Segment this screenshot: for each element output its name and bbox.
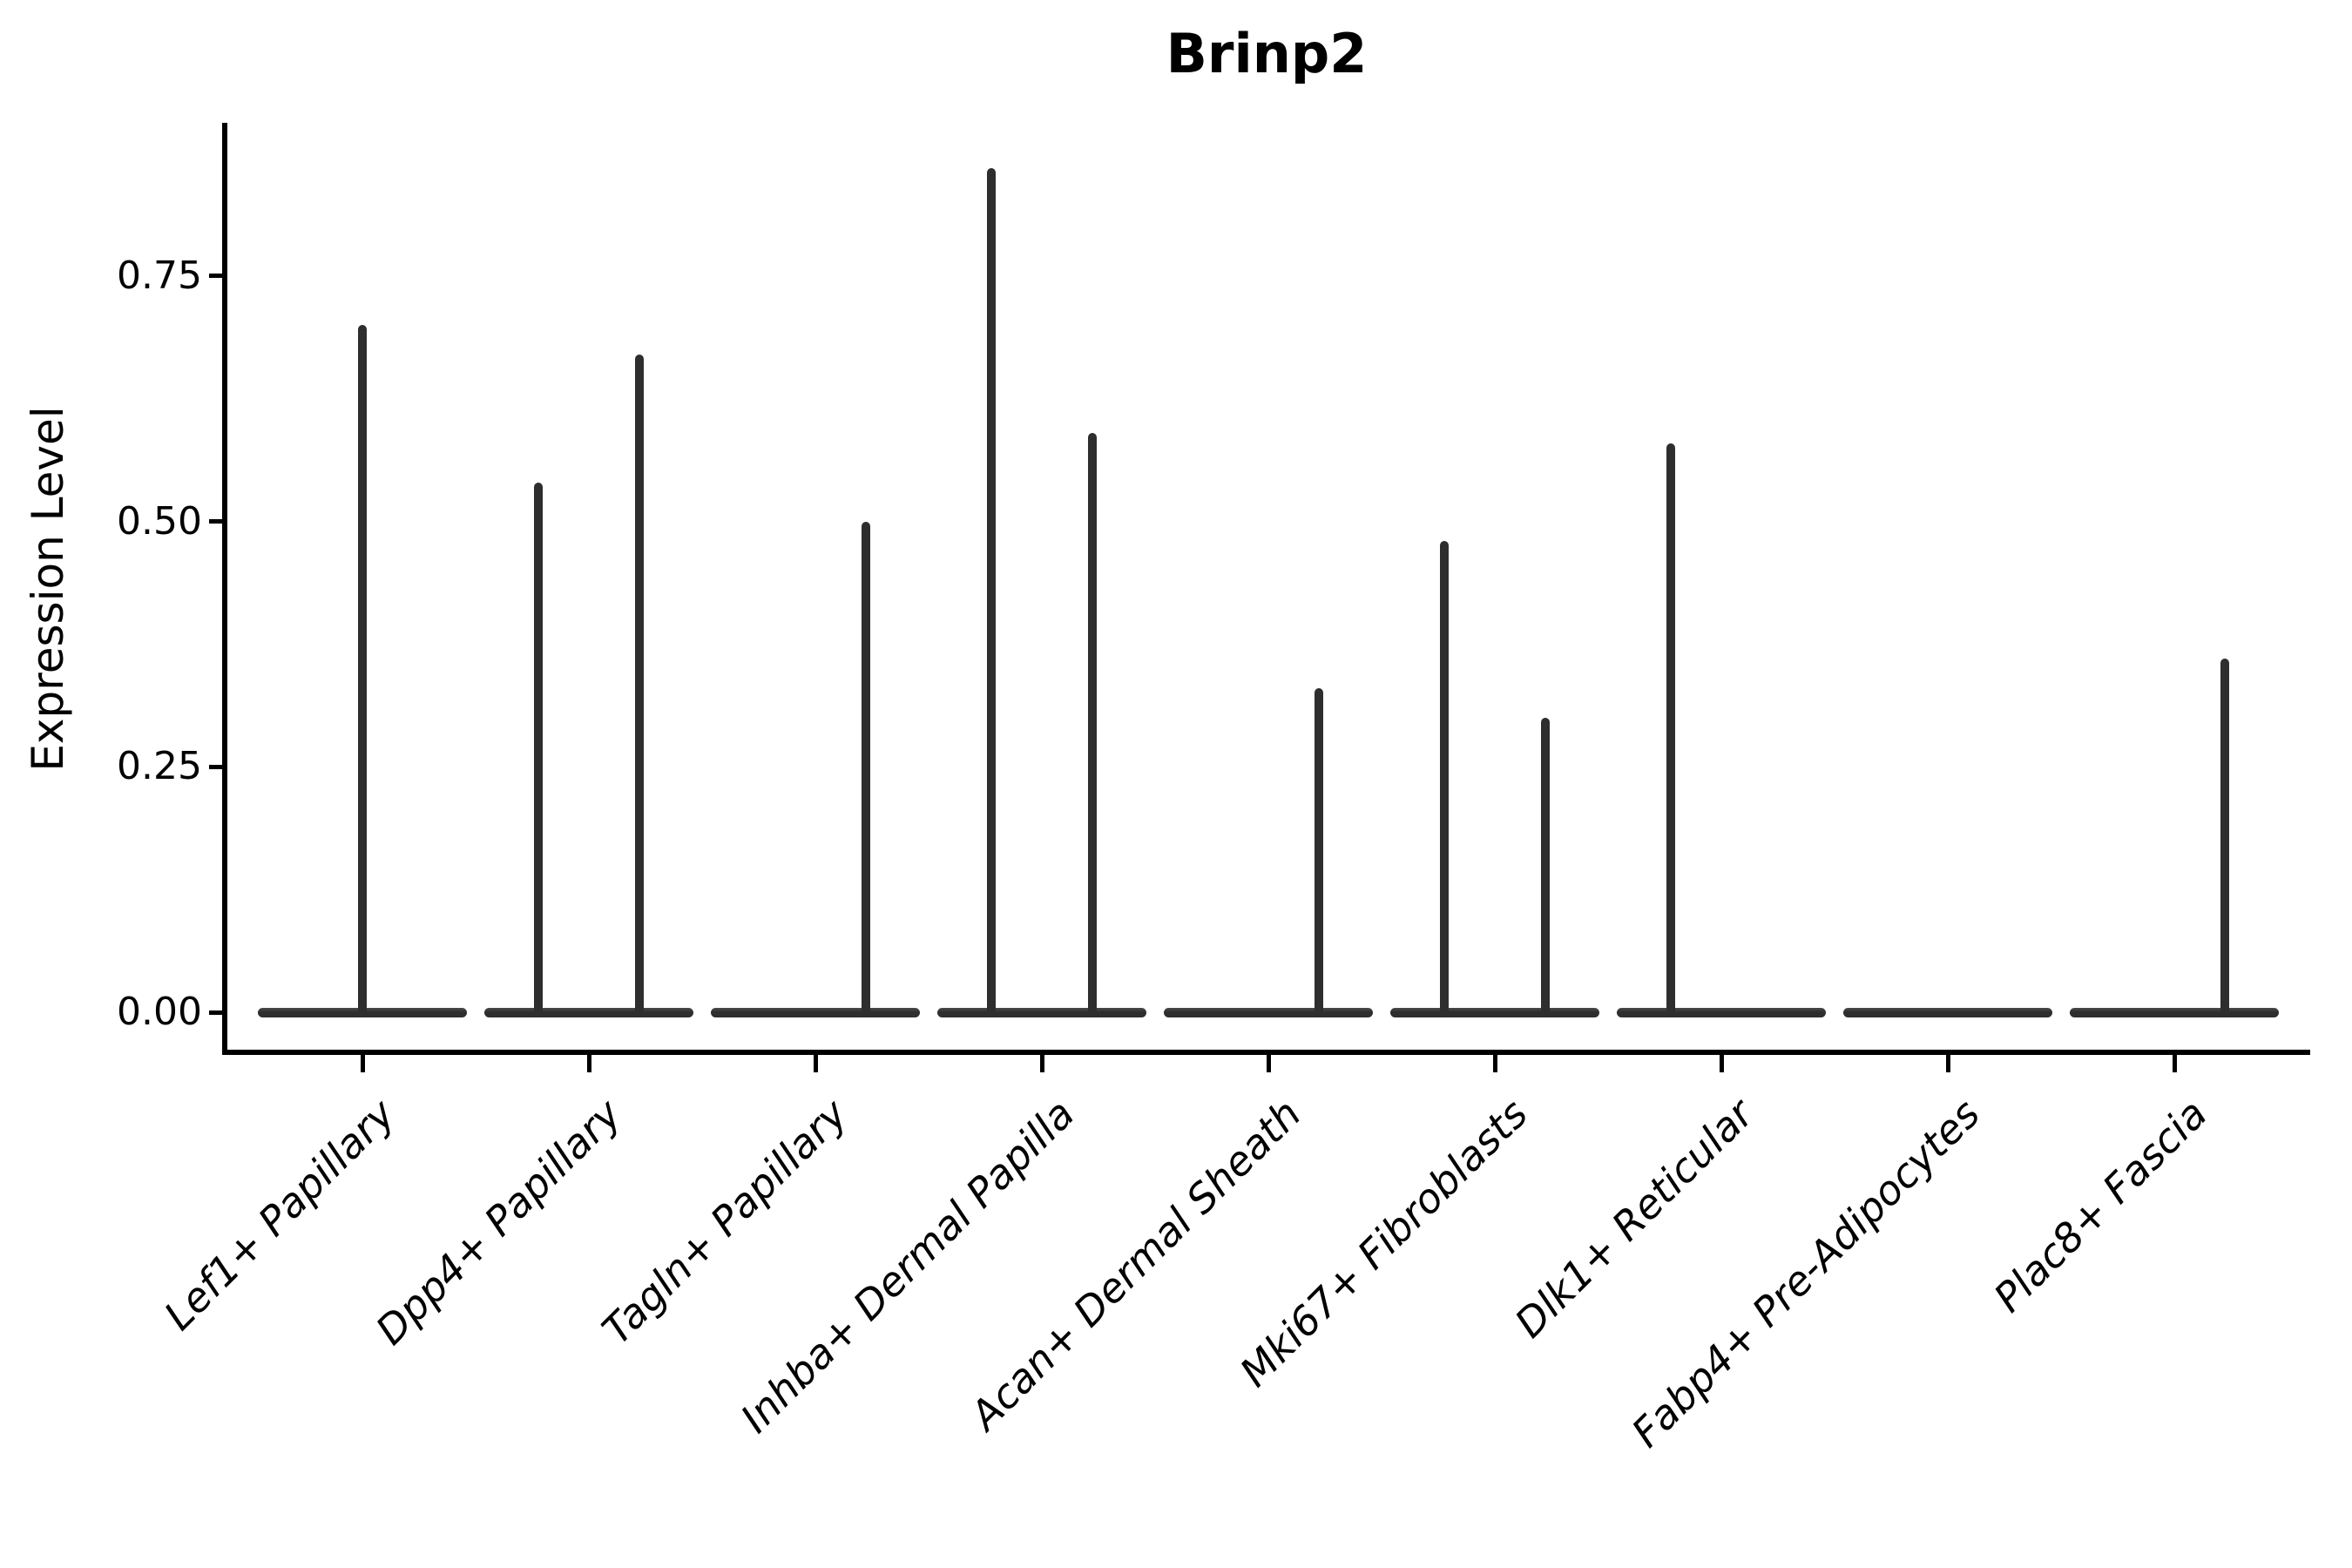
- y-tick: [209, 274, 223, 279]
- x-tick: [1945, 1055, 1950, 1072]
- x-tick-label: Tagln+ Papillary: [593, 1090, 857, 1354]
- y-tick-label: 0.50: [117, 498, 202, 544]
- violin-spike: [534, 482, 543, 1016]
- y-tick: [209, 519, 223, 524]
- violin-base: [1164, 1007, 1373, 1017]
- violin-base: [2070, 1007, 2279, 1017]
- violin-spike: [635, 355, 644, 1016]
- violin-base: [1843, 1007, 2052, 1017]
- y-tick-label: 0.25: [117, 744, 202, 789]
- chart-title: Brinp2: [1166, 22, 1368, 85]
- x-tick: [360, 1055, 365, 1072]
- x-tick-label: Dpp4+ Papillary: [366, 1090, 631, 1354]
- y-tick: [209, 764, 223, 769]
- x-tick-label: Lef1+ Papillary: [154, 1090, 404, 1340]
- x-tick: [1719, 1055, 1724, 1072]
- violin-spike: [862, 521, 870, 1016]
- x-tick: [813, 1055, 818, 1072]
- x-axis-spine: [222, 1050, 2310, 1055]
- violin-spike: [1315, 688, 1323, 1016]
- y-axis-label: Expression Level: [23, 406, 73, 772]
- violin-base: [1617, 1007, 1826, 1017]
- violin-spike: [1666, 443, 1675, 1016]
- violin-spike: [2220, 659, 2229, 1016]
- x-tick: [586, 1055, 591, 1072]
- y-axis-spine: [222, 123, 227, 1055]
- y-tick-label: 0.75: [117, 253, 202, 298]
- x-tick-label: Dlk1+ Reticular: [1505, 1090, 1763, 1347]
- x-tick: [2172, 1055, 2177, 1072]
- violin-base: [937, 1007, 1146, 1017]
- violin-spike: [1541, 717, 1550, 1016]
- x-tick: [1266, 1055, 1271, 1072]
- violin-spike: [1440, 541, 1449, 1016]
- x-tick: [1039, 1055, 1044, 1072]
- violin-base: [711, 1007, 920, 1017]
- violin-spike: [987, 168, 996, 1016]
- x-tick-label: Plac8+ Fascia: [1984, 1090, 2216, 1321]
- y-tick: [209, 1010, 223, 1015]
- y-tick-label: 0.00: [117, 990, 202, 1034]
- x-tick: [1492, 1055, 1497, 1072]
- violin-base: [484, 1007, 693, 1017]
- violin-base: [1390, 1007, 1599, 1017]
- violin-spike: [358, 325, 367, 1016]
- violin-spike: [1088, 433, 1097, 1016]
